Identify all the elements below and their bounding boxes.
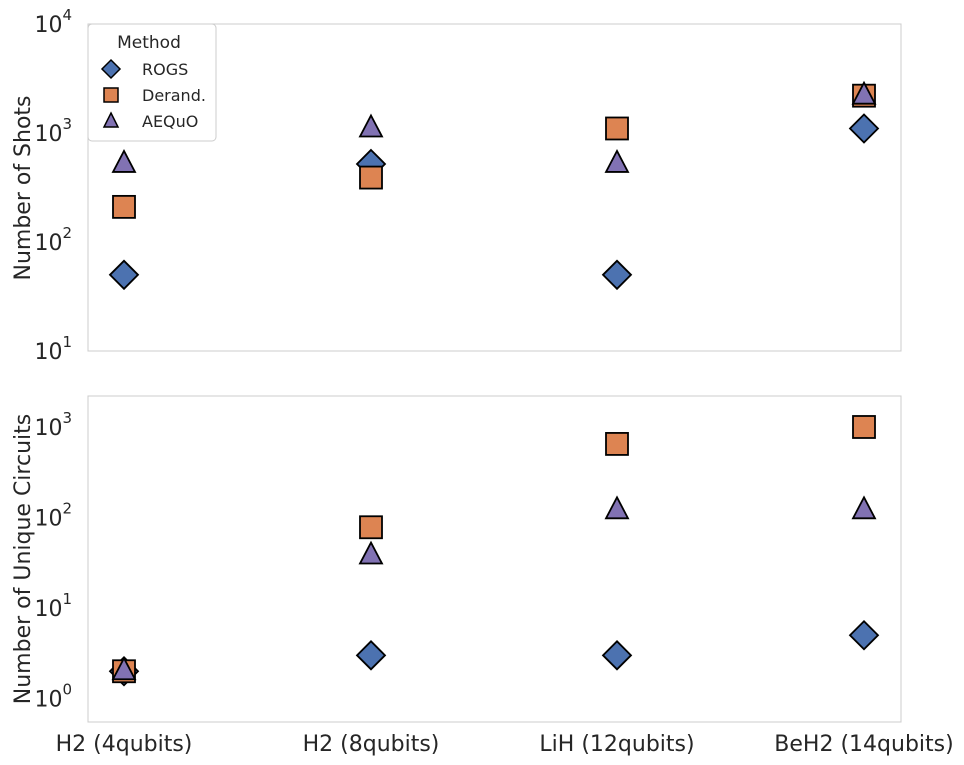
- data-point-rogs: [848, 619, 880, 651]
- data-point-aequo: [604, 495, 630, 520]
- x-tick-label: H2 (4qubits): [56, 732, 193, 757]
- plot-frame-circuits: [87, 395, 902, 723]
- data-point-aequo: [851, 80, 877, 105]
- legend-label: Derand.: [142, 86, 206, 105]
- data-point-rogs: [355, 640, 387, 671]
- data-point-aequo: [111, 656, 137, 681]
- data-point-rogs: [848, 113, 880, 144]
- data-point-aequo: [851, 495, 877, 520]
- x-tick-label: LiH (12qubits): [539, 732, 694, 757]
- legend-box: [87, 23, 217, 142]
- legend-label: ROGS: [142, 60, 188, 79]
- x-tick-label: H2 (8qubits): [303, 732, 440, 757]
- legend-marker: [102, 111, 120, 128]
- y-tick-label: 103: [34, 115, 72, 147]
- y-tick-label: 102: [34, 224, 72, 256]
- y-axis-label-circuits: Number of Unique Circuits: [11, 414, 36, 704]
- legend-marker: [100, 58, 122, 80]
- data-marks-circuits: [108, 415, 880, 687]
- plot-frame-shots: [87, 23, 902, 352]
- data-point-aequo: [604, 149, 630, 173]
- data-marks-shots: [108, 80, 880, 291]
- y-axis-label-shots: Number of Shots: [11, 95, 36, 280]
- y-tick-label: 100: [34, 681, 72, 713]
- legend-title: Method: [117, 33, 181, 53]
- data-point-derand-: [605, 116, 629, 141]
- data-point-derand-: [112, 194, 136, 219]
- panel-circuits: 100 101 102 103 Number of Unique Circuits H…: [11, 395, 954, 757]
- y-tick-label: 101: [34, 333, 72, 365]
- y-ticks-circuits: 100 101 102 103: [34, 409, 72, 713]
- data-point-derand-: [359, 515, 383, 540]
- panel-shots: 101 102 103 104 Number of Shots Method ROGS D…: [11, 6, 902, 365]
- data-point-rogs: [601, 259, 633, 291]
- legend-marker: [103, 87, 119, 103]
- legend-label: AEQuO: [142, 112, 198, 131]
- data-point-derand-: [852, 415, 876, 439]
- data-point-derand-: [605, 432, 629, 456]
- y-tick-label: 101: [34, 590, 72, 622]
- data-point-derand-: [359, 165, 383, 190]
- legend: Method ROGS Derand. AEQuO: [87, 23, 217, 142]
- data-point-aequo: [111, 149, 137, 173]
- data-point-aequo: [358, 540, 384, 565]
- y-tick-label: 102: [34, 499, 72, 531]
- y-ticks-shots: 101 102 103 104: [34, 6, 72, 365]
- data-point-rogs: [108, 259, 140, 291]
- data-point-rogs: [601, 640, 633, 671]
- y-tick-label: 104: [34, 6, 72, 38]
- x-tick-labels: H2 (4qubits) H2 (8qubits) LiH (12qubits) Be…: [56, 732, 954, 757]
- x-tick-label: BeH2 (14qubits): [774, 732, 953, 757]
- data-point-aequo: [358, 113, 384, 138]
- y-tick-label: 103: [34, 409, 72, 441]
